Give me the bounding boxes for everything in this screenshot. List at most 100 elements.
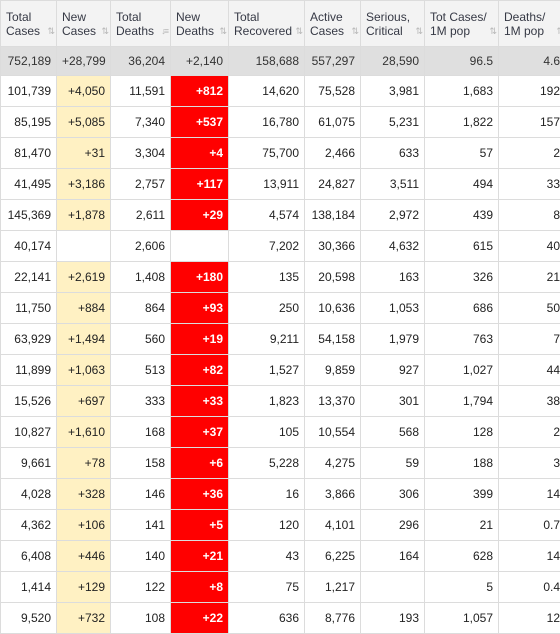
deaths-per-million-cell: 33 bbox=[499, 169, 560, 200]
deaths-per-million-cell: 3 bbox=[499, 448, 560, 479]
total-cases-cell: 9,520 bbox=[1, 603, 57, 634]
serious-critical-cell: 5,231 bbox=[361, 107, 425, 138]
sort-icon[interactable]: ⇅ bbox=[219, 24, 225, 38]
total-cases-cell: 9,661 bbox=[1, 448, 57, 479]
sort-icon[interactable]: ⇅ bbox=[101, 24, 107, 38]
active-cases-cell: 75,528 bbox=[305, 76, 361, 107]
total-deaths-cell: 158 bbox=[111, 448, 171, 479]
tot-cases-per-million-cell: 1,683 bbox=[425, 76, 499, 107]
tot-cases-per-million-cell: 21 bbox=[425, 510, 499, 541]
new-cases-cell bbox=[57, 231, 111, 262]
deaths-per-million-cell: 40 bbox=[499, 231, 560, 262]
total-cases-cell: 4,362 bbox=[1, 510, 57, 541]
total-recovered-cell: 1,527 bbox=[229, 355, 305, 386]
sort-icon[interactable]: ⇅ bbox=[489, 24, 495, 38]
deaths-per-million-cell: 2 bbox=[499, 417, 560, 448]
new-cases-cell: +2,619 bbox=[57, 262, 111, 293]
active-cases-cell: 2,466 bbox=[305, 138, 361, 169]
serious-critical-cell: 306 bbox=[361, 479, 425, 510]
total-cases-cell: 15,526 bbox=[1, 386, 57, 417]
total-recovered-cell: 9,211 bbox=[229, 324, 305, 355]
header-deaths-per-million[interactable]: Deaths/1M pop⇅ bbox=[499, 1, 560, 47]
total-recovered-cell: 16 bbox=[229, 479, 305, 510]
new-cases-cell: +1,494 bbox=[57, 324, 111, 355]
tot-cases-per-million-cell: 128 bbox=[425, 417, 499, 448]
deaths-per-million-cell: 14 bbox=[499, 479, 560, 510]
sort-icon[interactable]: ⇅ bbox=[415, 24, 421, 38]
total-recovered-cell: 135 bbox=[229, 262, 305, 293]
tot-cases-per-million-cell: 1,822 bbox=[425, 107, 499, 138]
new-deaths-cell: +6 bbox=[171, 448, 229, 479]
sort-icon[interactable]: ⇅ bbox=[556, 24, 560, 38]
serious-critical-cell: 59 bbox=[361, 448, 425, 479]
new-cases-cell: +1,063 bbox=[57, 355, 111, 386]
tot-cases-per-million-cell: 1,794 bbox=[425, 386, 499, 417]
new-deaths-cell: +8 bbox=[171, 572, 229, 603]
total-cases-cell: 41,495 bbox=[1, 169, 57, 200]
total-deaths-cell: 2,606 bbox=[111, 231, 171, 262]
active-cases-cell: 10,636 bbox=[305, 293, 361, 324]
header-serious-critical[interactable]: Serious,Critical ⇅ bbox=[361, 1, 425, 47]
total-cases-cell: 11,750 bbox=[1, 293, 57, 324]
serious-critical-cell: 633 bbox=[361, 138, 425, 169]
active-cases-cell: 10,554 bbox=[305, 417, 361, 448]
total-recovered-cell: 16,780 bbox=[229, 107, 305, 138]
active-cases-cell: 61,075 bbox=[305, 107, 361, 138]
tot-cases-per-million-cell: 494 bbox=[425, 169, 499, 200]
new-cases-cell: +4,050 bbox=[57, 76, 111, 107]
serious-critical-cell: 163 bbox=[361, 262, 425, 293]
total-recovered-cell: 636 bbox=[229, 603, 305, 634]
total-deaths-cell: 3,304 bbox=[111, 138, 171, 169]
total-recovered-cell: 5,228 bbox=[229, 448, 305, 479]
sort-icon[interactable]: ⇅ bbox=[295, 24, 301, 38]
new-deaths-cell: +21 bbox=[171, 541, 229, 572]
sort-descending-icon[interactable]: ↓≡ bbox=[161, 24, 167, 38]
total-recovered-cell: 120 bbox=[229, 510, 305, 541]
new-cases-cell: +446 bbox=[57, 541, 111, 572]
tot-cases-per-million-cell: 1,057 bbox=[425, 603, 499, 634]
deaths-per-million-cell: 2 bbox=[499, 138, 560, 169]
header-label: Serious,Critical bbox=[366, 10, 410, 38]
tot-cases-per-million-cell: 326 bbox=[425, 262, 499, 293]
total-deaths-cell: 1,408 bbox=[111, 262, 171, 293]
total-recovered-cell: 1,823 bbox=[229, 386, 305, 417]
deaths-per-million-cell: 157 bbox=[499, 107, 560, 138]
active-cases-cell: 30,366 bbox=[305, 231, 361, 262]
total-recovered-cell: 158,688 bbox=[229, 47, 305, 76]
serious-critical-cell: 193 bbox=[361, 603, 425, 634]
active-cases-cell: 138,184 bbox=[305, 200, 361, 231]
active-cases-cell: 13,370 bbox=[305, 386, 361, 417]
active-cases-cell: 3,866 bbox=[305, 479, 361, 510]
deaths-per-million-cell: 8 bbox=[499, 200, 560, 231]
new-deaths-cell: +36 bbox=[171, 479, 229, 510]
active-cases-cell: 54,158 bbox=[305, 324, 361, 355]
new-cases-cell: +697 bbox=[57, 386, 111, 417]
total-deaths-cell: 513 bbox=[111, 355, 171, 386]
header-tot-cases-per-million[interactable]: Tot Cases/1M pop⇅ bbox=[425, 1, 499, 47]
total-cases-cell: 22,141 bbox=[1, 262, 57, 293]
total-cases-cell: 6,408 bbox=[1, 541, 57, 572]
sort-icon[interactable]: ⇅ bbox=[351, 24, 357, 38]
total-deaths-cell: 36,204 bbox=[111, 47, 171, 76]
new-deaths-cell: +19 bbox=[171, 324, 229, 355]
deaths-per-million-cell: 7 bbox=[499, 324, 560, 355]
new-deaths-cell: +4 bbox=[171, 138, 229, 169]
total-deaths-cell: 108 bbox=[111, 603, 171, 634]
sort-icon[interactable]: ⇅ bbox=[47, 24, 53, 38]
total-recovered-cell: 14,620 bbox=[229, 76, 305, 107]
new-deaths-cell: +117 bbox=[171, 169, 229, 200]
